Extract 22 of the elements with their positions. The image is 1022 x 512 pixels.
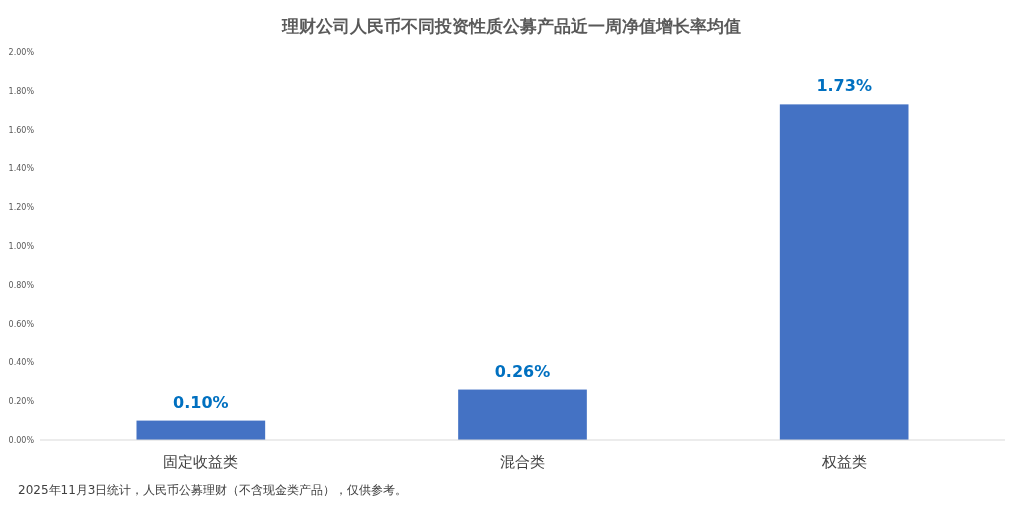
data-label: 0.26% — [494, 361, 551, 381]
y-tick-label: 1.00% — [8, 242, 35, 251]
y-tick-label: 0.20% — [8, 397, 35, 407]
y-tick-label: 1.40% — [8, 164, 35, 174]
text: 2025年11月3日统计，人民币公募理财（不含现金类产品），仅供参考。 — [18, 483, 408, 497]
x-tick-label: 权益类 — [820, 453, 867, 471]
bar — [136, 420, 266, 440]
chart-title: 理财公司人民币不同投资性质公募产品近一周净值增长率均值 — [280, 16, 741, 36]
bar — [779, 104, 909, 440]
y-tick-label: 0.60% — [8, 319, 35, 329]
data-label: 1.73% — [816, 76, 872, 96]
y-tick-label: 0.00% — [8, 436, 35, 445]
bar — [458, 389, 587, 440]
y-tick-label: 2.00% — [8, 48, 35, 57]
y-tick-label: 1.80% — [8, 86, 35, 96]
y-tick-label: 0.80% — [8, 280, 35, 290]
y-tick-label: 1.20% — [8, 203, 35, 213]
x-tick-label: 混合类 — [500, 453, 545, 471]
x-tick-label: 固定收益类 — [163, 453, 239, 471]
y-tick-label: 0.40% — [8, 358, 35, 368]
y-tick-label: 1.60% — [8, 125, 35, 135]
data-label: 0.10% — [173, 392, 229, 412]
